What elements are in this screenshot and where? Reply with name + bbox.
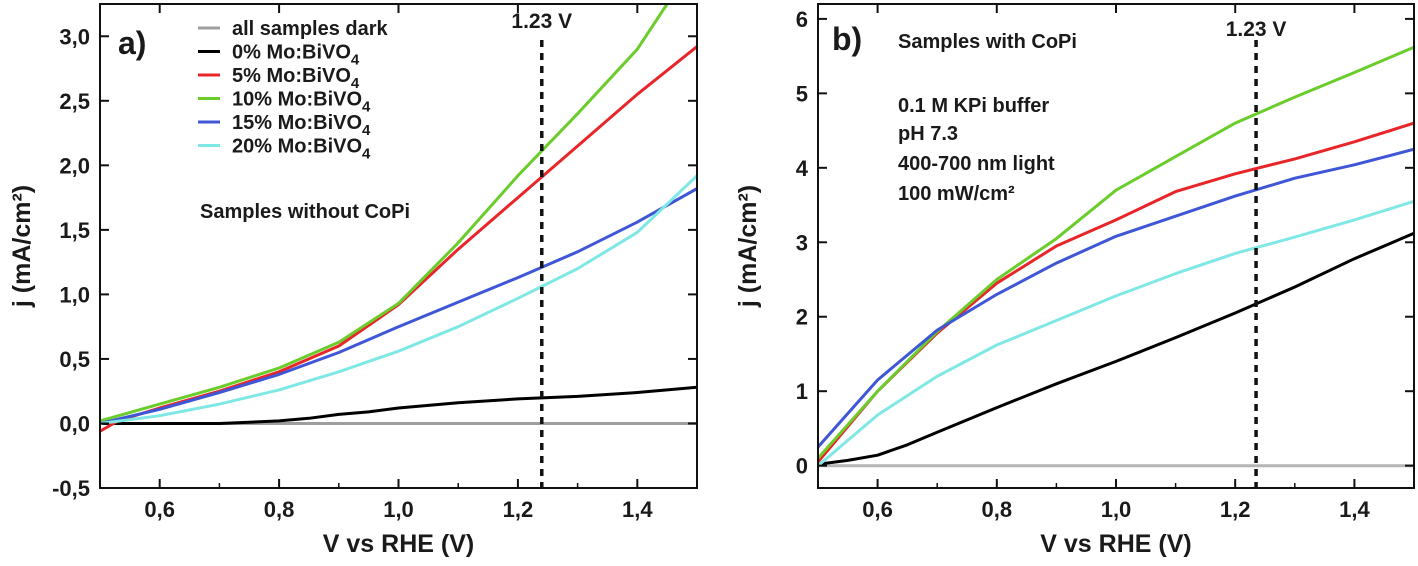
x-tick-label: 1,2 (1220, 497, 1251, 522)
panel-b-chart: 1.23 V 0,6 0,8 1,0 1,2 1,4 0 1 2 3 4 5 6 V vs RHE (V)… (734, 3, 1415, 558)
series-line-5 (818, 199, 1414, 467)
series-line-3 (100, 4, 669, 423)
y-tick-label: 2,0 (59, 153, 90, 178)
y-tick-label: 6 (796, 7, 808, 32)
series-line-5 (100, 174, 697, 425)
x-tick-label: 1,0 (1101, 497, 1132, 522)
x-tick-label: 0,8 (982, 497, 1013, 522)
series-line-1 (818, 231, 1414, 466)
series-line-3 (818, 45, 1414, 460)
x-tick-label: 1,2 (503, 497, 534, 522)
y-tick-label: 3,0 (59, 24, 90, 49)
y-tick-label: -0,5 (52, 476, 90, 501)
annotation-text: 0.1 M KPi buffer (898, 95, 1049, 117)
legend-label: 5% Mo:BiVO4 (232, 65, 360, 92)
series-line-1 (100, 385, 697, 425)
x-axis-title: V vs RHE (V) (323, 530, 474, 558)
y-tick-label: 1 (796, 379, 808, 404)
legend-label: 20% Mo:BiVO4 (232, 136, 371, 163)
y-axis-title: j (mA/cm²) (8, 185, 36, 308)
y-tick-label: 0 (796, 454, 808, 479)
x-tick-label: 1,0 (383, 497, 414, 522)
series-line-4 (100, 187, 697, 425)
annotation-text: Samples with CoPi (898, 31, 1077, 53)
y-tick-label: 2,5 (59, 89, 90, 114)
y-tick-label: 1,0 (59, 282, 90, 307)
marker-label: 1.23 V (1226, 18, 1287, 41)
plot-frame (99, 3, 698, 489)
series-group (818, 45, 1414, 468)
series-line-4 (818, 147, 1414, 448)
x-tick-label: 0,8 (264, 497, 295, 522)
x-axis-title: V vs RHE (V) (1040, 530, 1191, 558)
x-tick-label: 0,6 (144, 497, 175, 522)
series-group (100, 4, 697, 433)
annotation-text: 400-700 nm light (898, 153, 1055, 175)
y-tick-label: 1,5 (59, 218, 90, 243)
annotation-text: 100 mW/cm² (898, 183, 1015, 205)
panel-a-chart: 1.23 V 0,6 0,8 1,0 1,2 1,4 -0,5 0,0 0,5 1,0 1,5 2,0… (8, 3, 698, 558)
y-tick-label: 2 (796, 305, 808, 330)
y-tick-label: 5 (796, 81, 808, 106)
annotation-text: pH 7.3 (898, 123, 958, 145)
x-tick-label: 0,6 (862, 497, 893, 522)
panel-label: b) (832, 21, 862, 57)
y-tick-label: 0,5 (59, 347, 90, 372)
panel-label: a) (118, 25, 146, 61)
y-tick-label: 3 (796, 230, 808, 255)
plot-frame (817, 3, 1415, 489)
annotation-text: Samples without CoPi (200, 201, 410, 223)
series-line-2 (100, 45, 697, 433)
y-tick-label: 4 (796, 156, 809, 181)
legend-label: 15% Mo:BiVO4 (232, 112, 371, 139)
legend-label: 10% Mo:BiVO4 (232, 89, 371, 116)
y-axis-title: j (mA/cm²) (734, 185, 762, 308)
x-tick-label: 1,4 (622, 497, 653, 522)
legend-label: 0% Mo:BiVO4 (232, 42, 360, 69)
x-tick-label: 1,4 (1339, 497, 1370, 522)
marker-label: 1.23 V (511, 10, 572, 33)
legend-label: all samples dark (232, 18, 389, 40)
y-tick-label: 0,0 (59, 411, 90, 436)
